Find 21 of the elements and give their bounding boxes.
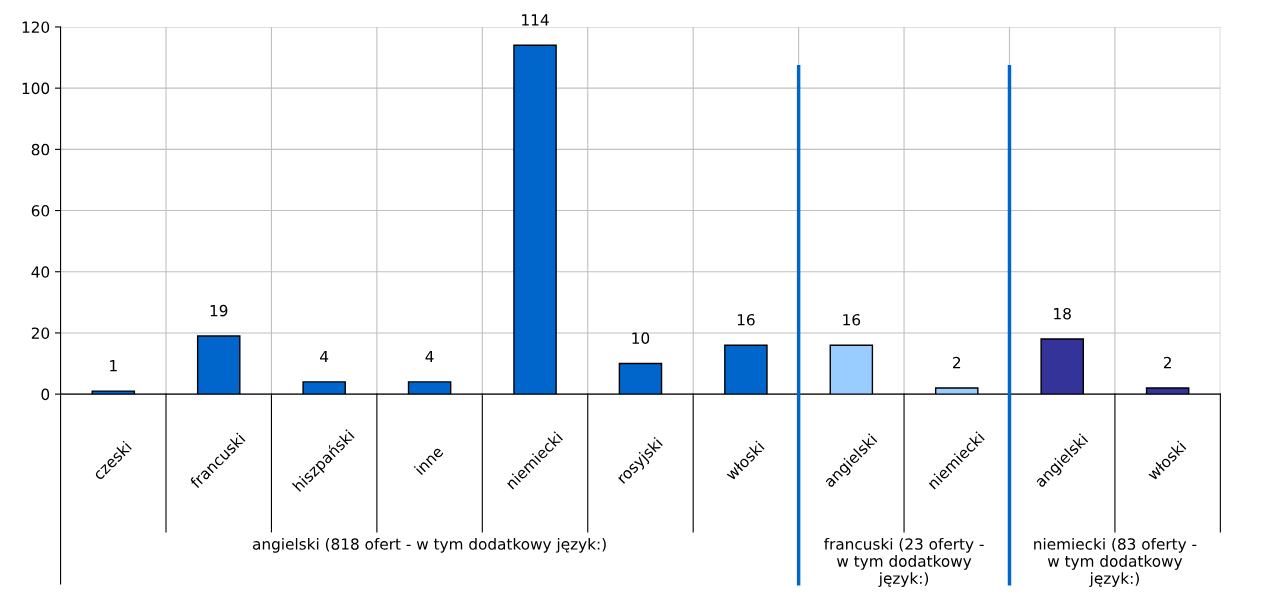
data-label: 114 bbox=[522, 14, 549, 26]
data-label: 2 bbox=[953, 356, 961, 369]
data-label: 18 bbox=[1054, 307, 1071, 320]
y-tick-label: 100 bbox=[22, 82, 50, 95]
y-tick-label: 120 bbox=[22, 21, 50, 33]
y-tick-label: 20 bbox=[31, 327, 50, 339]
data-label: 4 bbox=[425, 350, 434, 363]
text: francuski (23 oferty - w tym dodatkowy język:) bbox=[824, 537, 984, 587]
data-label: 1 bbox=[110, 360, 117, 372]
data-label: 2 bbox=[1163, 356, 1171, 369]
data-label: 19 bbox=[210, 304, 228, 317]
data-label: 16 bbox=[737, 314, 755, 326]
text: angielski (818 ofert - w tym dodatkowy język:) bbox=[252, 537, 606, 553]
y-tick-label: 40 bbox=[31, 266, 50, 278]
data-label: 16 bbox=[843, 314, 861, 326]
y-tick-label: 60 bbox=[31, 205, 50, 217]
y-tick-label: 0 bbox=[41, 388, 50, 401]
text: niemiecki (83 oferty - w tym dodatkowy język:) bbox=[1034, 537, 1197, 587]
data-label: 10 bbox=[632, 332, 650, 344]
data-label: 4 bbox=[320, 350, 329, 363]
y-tick-label: 80 bbox=[31, 143, 50, 156]
